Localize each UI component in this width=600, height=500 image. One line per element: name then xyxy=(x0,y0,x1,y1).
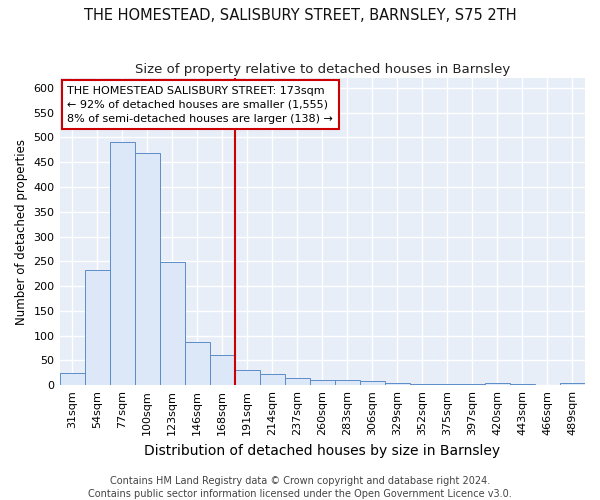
Bar xyxy=(235,370,260,385)
Bar xyxy=(310,380,335,385)
Bar xyxy=(160,262,185,385)
Bar xyxy=(410,384,435,385)
Text: THE HOMESTEAD SALISBURY STREET: 173sqm
← 92% of detached houses are smaller (1,5: THE HOMESTEAD SALISBURY STREET: 173sqm ←… xyxy=(67,86,333,124)
Text: Contains HM Land Registry data © Crown copyright and database right 2024.
Contai: Contains HM Land Registry data © Crown c… xyxy=(88,476,512,499)
X-axis label: Distribution of detached houses by size in Barnsley: Distribution of detached houses by size … xyxy=(144,444,500,458)
Bar xyxy=(560,382,585,385)
Bar xyxy=(285,378,310,385)
Bar xyxy=(335,380,360,385)
Bar xyxy=(185,342,209,385)
Bar xyxy=(85,270,110,385)
Bar xyxy=(110,142,134,385)
Bar xyxy=(460,384,485,385)
Y-axis label: Number of detached properties: Number of detached properties xyxy=(15,138,28,324)
Bar xyxy=(510,384,535,385)
Text: THE HOMESTEAD, SALISBURY STREET, BARNSLEY, S75 2TH: THE HOMESTEAD, SALISBURY STREET, BARNSLE… xyxy=(83,8,517,22)
Bar xyxy=(385,383,410,385)
Bar xyxy=(59,373,85,385)
Bar xyxy=(209,356,235,385)
Bar xyxy=(260,374,285,385)
Bar xyxy=(435,384,460,385)
Title: Size of property relative to detached houses in Barnsley: Size of property relative to detached ho… xyxy=(134,62,510,76)
Bar xyxy=(485,382,510,385)
Bar xyxy=(134,154,160,385)
Bar xyxy=(360,381,385,385)
